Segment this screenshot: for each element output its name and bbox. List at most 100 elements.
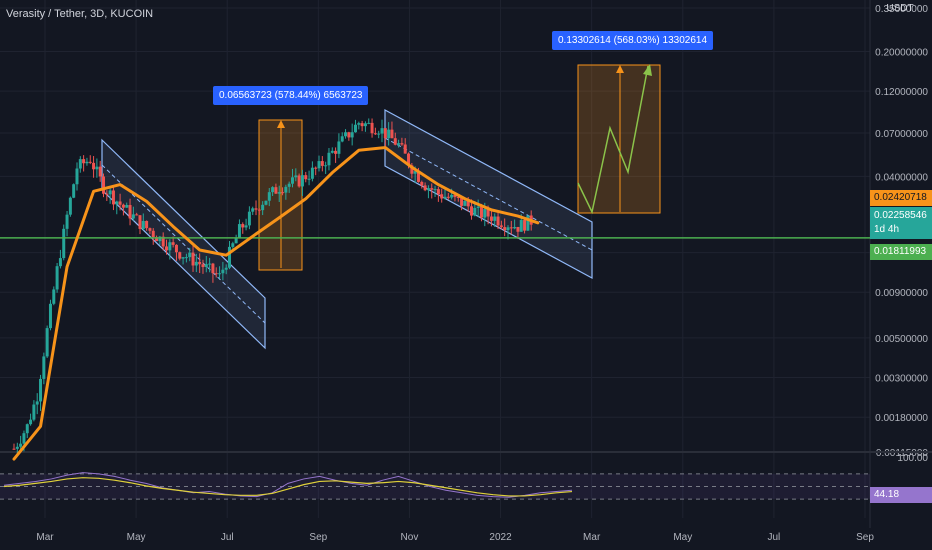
candle-body [128, 205, 132, 219]
candle-body [165, 246, 169, 251]
candle-body [168, 242, 172, 251]
candle-body [476, 206, 480, 208]
candle-body [118, 201, 122, 205]
candle-body [68, 197, 72, 215]
currency-label[interactable]: USDT [886, 3, 914, 14]
candle-body [523, 220, 527, 231]
price-tag-last: 0.02258546 1d 4h [870, 207, 932, 239]
candle-body [327, 152, 331, 166]
candle-body [483, 209, 487, 218]
candle-body [344, 132, 348, 137]
candle-body [420, 181, 424, 186]
candle-body [184, 257, 188, 259]
candle-body [221, 269, 225, 274]
channel-two-mid [384, 137, 593, 251]
candle-body [466, 201, 470, 207]
countdown-label: 1d 4h [874, 224, 900, 235]
y-tick-label: 0.04000000 [875, 172, 928, 183]
candle-body [257, 209, 261, 211]
y-tick-label: 0.20000000 [875, 47, 928, 58]
candle-body [201, 264, 205, 268]
candle-body [390, 129, 394, 139]
candle-body [158, 236, 162, 242]
x-tick-label: May [673, 532, 692, 543]
candle-body [58, 258, 62, 267]
candle-body [413, 171, 417, 174]
candle-body [174, 244, 178, 253]
candle-body [509, 227, 513, 229]
candle-body [493, 216, 497, 221]
candle-body [244, 225, 248, 228]
candle-body [443, 196, 447, 199]
candle-body [387, 129, 391, 139]
y-tick-label: 0.00300000 [875, 374, 928, 385]
candle-body [526, 215, 530, 231]
projection-arrowhead [643, 64, 652, 76]
candle-body [377, 133, 381, 135]
price-tag-last-value: 0.02258546 [874, 210, 927, 221]
candle-body [45, 328, 49, 357]
candle-body [393, 138, 397, 145]
candle-body [264, 200, 268, 205]
y-tick-label: 0.12000000 [875, 87, 928, 98]
candle-body [370, 122, 374, 134]
candle-body [72, 184, 76, 198]
candle-body [65, 214, 69, 229]
candle-body [188, 252, 192, 258]
candle-body [294, 175, 298, 178]
candle-body [519, 220, 523, 232]
candle-body [161, 236, 165, 247]
candle-body [320, 161, 324, 166]
candle-body [228, 246, 231, 268]
candle-body [181, 257, 185, 259]
y-tick-label: 0.35000000 [875, 4, 928, 15]
candle-body [241, 224, 245, 228]
candle-body [307, 178, 311, 180]
candle-body [380, 128, 384, 134]
measure-arrowhead-first [277, 120, 285, 128]
candle-body [360, 123, 364, 127]
candle-body [231, 243, 235, 247]
candle-body [42, 356, 46, 379]
x-tick-label: Sep [856, 532, 874, 543]
x-tick-label: 2022 [489, 532, 512, 543]
candle-body [304, 175, 308, 180]
candle-body [98, 166, 102, 177]
candle-body [211, 263, 215, 274]
candle-body [416, 171, 420, 182]
candle-body [151, 230, 155, 238]
y-tick-label: 0.00115000 [876, 448, 929, 459]
candle-body [102, 176, 106, 194]
candle-body [426, 188, 430, 191]
candle-body [516, 227, 520, 232]
candle-body [25, 424, 29, 434]
candle-body [267, 192, 271, 201]
x-tick-label: Mar [583, 532, 601, 543]
candle-body [340, 136, 344, 142]
candle-body [513, 227, 517, 229]
candle-body [397, 143, 401, 145]
candle-body [353, 124, 357, 133]
candle-body [430, 188, 434, 190]
candle-body [194, 261, 198, 266]
candle-body [138, 215, 142, 229]
measure-label-first[interactable]: 0.06563723 (578.44%) 6563723 [213, 86, 369, 105]
measure-label-second[interactable]: 0.13302614 (568.03%) 13302614 [552, 31, 714, 50]
candle-body [287, 183, 291, 187]
candle-body [121, 204, 125, 208]
candle-body [423, 185, 427, 191]
candle-body [297, 175, 301, 187]
candle-body [440, 194, 444, 199]
candle-body [48, 303, 52, 329]
candle-body [95, 166, 99, 170]
candle-body [473, 207, 477, 216]
moving-average-line [12, 146, 540, 461]
chart-title: Verasity / Tether, 3D, KUCOIN [6, 8, 154, 20]
candle-body [85, 161, 89, 164]
candle-body [281, 192, 285, 194]
candle-body [324, 165, 328, 167]
candle-body [400, 143, 404, 145]
candle-body [499, 225, 503, 228]
candle-body [290, 177, 294, 184]
